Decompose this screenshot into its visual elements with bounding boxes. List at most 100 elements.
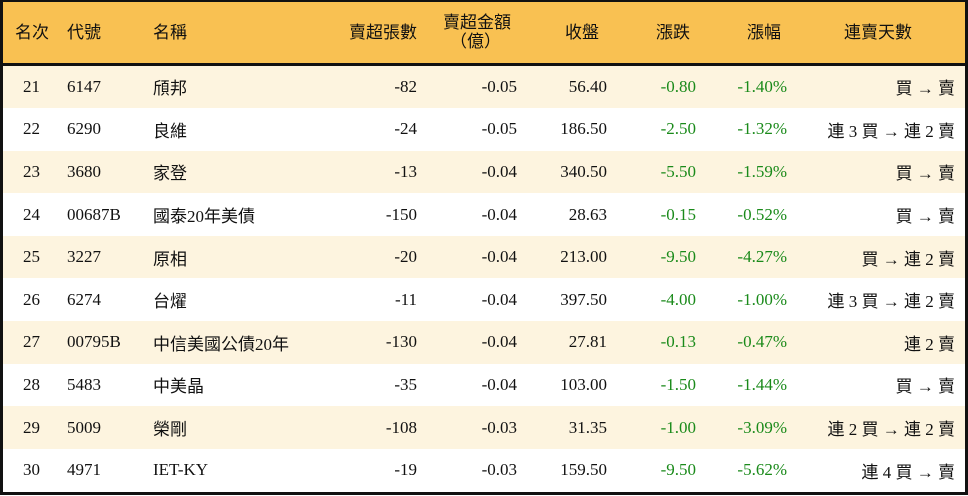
cell-name: 台燿 [153, 292, 187, 312]
cell-consecutive-days: 買 → 賣 [895, 377, 956, 397]
cell-rank: 29 [23, 417, 40, 437]
cell-rank: 26 [23, 289, 40, 309]
cell-change: -5.50 [660, 161, 696, 181]
cell-code: 5483 [67, 374, 101, 394]
cell-net-sell-lots: -150 [385, 204, 417, 224]
cell-code: 6274 [67, 289, 101, 309]
cell-rank: 21 [23, 76, 40, 96]
header-row: 名次 代號 名稱 賣超張數 賣超金額 （億） 收盤 漲跌 漲幅 連賣天數 [3, 2, 965, 64]
cell-change-pct: -3.09% [737, 417, 787, 437]
cell-change-pct: -0.47% [737, 332, 787, 352]
cell-code: 6147 [67, 76, 101, 96]
cell-rank: 25 [23, 247, 40, 267]
cell-close: 213.00 [560, 247, 607, 267]
table-row: 23 3680 家登 -13 -0.04 340.50 -5.50 -1.59% 買 → 賣 [3, 150, 965, 194]
cell-code: 3227 [67, 247, 101, 267]
cell-net-sell-amount: -0.04 [481, 161, 517, 181]
header-change-pct: 漲幅 [747, 22, 781, 42]
cell-net-sell-amount: -0.03 [481, 417, 517, 437]
cell-change: -9.50 [660, 247, 696, 267]
cell-name: 良維 [153, 121, 187, 141]
cell-name: 中信美國公債20年 [153, 334, 289, 354]
cell-change: -9.50 [660, 460, 696, 480]
cell-consecutive-days: 連 2 買 → 連 2 賣 [827, 420, 956, 440]
cell-close: 340.50 [560, 161, 607, 181]
cell-code: 6290 [67, 119, 101, 139]
cell-net-sell-amount: -0.05 [481, 119, 517, 139]
cell-change: -1.50 [660, 374, 696, 394]
cell-net-sell-lots: -130 [385, 332, 417, 352]
cell-change-pct: -5.62% [737, 460, 787, 480]
header-change: 漲跌 [656, 22, 690, 42]
cell-consecutive-days: 買 → 賣 [895, 79, 956, 99]
cell-net-sell-amount: -0.04 [481, 247, 517, 267]
cell-close: 56.40 [568, 76, 607, 96]
cell-net-sell-amount: -0.04 [481, 332, 517, 352]
cell-change-pct: -1.59% [737, 161, 787, 181]
cell-net-sell-lots: -35 [394, 374, 417, 394]
cell-net-sell-lots: -24 [394, 119, 417, 139]
cell-net-sell-amount: -0.05 [481, 76, 517, 96]
cell-change: -0.13 [660, 332, 696, 352]
table-row: 24 00687B 國泰20年美債 -150 -0.04 28.63 -0.15 -0.52%… [3, 193, 965, 236]
header-rank: 名次 [15, 22, 49, 42]
table-row: 22 6290 良維 -24 -0.05 186.50 -2.50 -1.32% 連 3 買 →… [3, 108, 965, 151]
cell-code: 00687B [67, 204, 121, 224]
header-net-sell-lots: 賣超張數 [349, 22, 417, 42]
cell-close: 397.50 [560, 289, 607, 309]
cell-net-sell-amount: -0.04 [481, 374, 517, 394]
cell-close: 186.50 [560, 119, 607, 139]
cell-change: -0.15 [660, 204, 696, 224]
cell-net-sell-amount: -0.04 [481, 204, 517, 224]
cell-net-sell-lots: -13 [394, 161, 417, 181]
table-row: 28 5483 中美晶 -35 -0.04 103.00 -1.50 -1.44% 買 → 賣 [3, 363, 965, 407]
cell-rank: 22 [23, 119, 40, 139]
header-close: 收盤 [565, 22, 599, 42]
cell-close: 159.50 [560, 460, 607, 480]
cell-rank: 23 [23, 161, 40, 181]
header-amount-label: 賣超金額 [443, 13, 511, 33]
cell-name: 國泰20年美債 [153, 207, 255, 227]
cell-net-sell-amount: -0.04 [481, 289, 517, 309]
cell-rank: 27 [23, 332, 40, 352]
table-row: 21 6147 頎邦 -82 -0.05 56.40 -0.80 -1.40% 買 → 賣 [3, 64, 965, 109]
cell-consecutive-days: 連 4 買 → 賣 [861, 462, 956, 482]
header-name: 名稱 [153, 22, 187, 42]
header-code: 代號 [67, 22, 101, 42]
table-row: 25 3227 原相 -20 -0.04 213.00 -9.50 -4.27% 買 → 連 2… [3, 235, 965, 279]
cell-change: -1.00 [660, 417, 696, 437]
cell-net-sell-lots: -19 [394, 460, 417, 480]
cell-change-pct: -1.40% [737, 76, 787, 96]
cell-change-pct: -4.27% [737, 247, 787, 267]
cell-consecutive-days: 連 3 買 → 連 2 賣 [827, 121, 956, 141]
cell-change-pct: -1.32% [737, 119, 787, 139]
table-row: 27 00795B 中信美國公債20年 -130 -0.04 27.81 -0.13 -0.4… [3, 321, 965, 364]
cell-rank: 28 [23, 374, 40, 394]
header-amount-unit: （億） [450, 32, 501, 52]
cell-close: 103.00 [560, 374, 607, 394]
cell-change: -2.50 [660, 119, 696, 139]
cell-name: 中美晶 [153, 377, 204, 397]
cell-change: -4.00 [660, 289, 696, 309]
cell-name: 榮剛 [153, 420, 187, 440]
header-consecutive-days: 連賣天數 [844, 22, 912, 42]
header-net-sell-amount: 賣超金額 （億） [421, 2, 521, 64]
cell-net-sell-amount: -0.03 [481, 460, 517, 480]
cell-name: 頎邦 [153, 79, 187, 99]
cell-code: 5009 [67, 417, 101, 437]
cell-name: 家登 [153, 164, 187, 184]
cell-close: 31.35 [568, 417, 607, 437]
table-row: 29 5009 榮剛 -108 -0.03 31.35 -1.00 -3.09% 連 2 買 →… [3, 406, 965, 449]
cell-net-sell-lots: -82 [394, 76, 417, 96]
cell-name: IET-KY [153, 460, 209, 480]
cell-change-pct: -1.00% [737, 289, 787, 309]
cell-consecutive-days: 買 → 連 2 賣 [861, 249, 956, 269]
table-row: 30 4971 IET-KY -19 -0.03 159.50 -9.50 -5.62% 連 4… [3, 448, 965, 492]
cell-code: 00795B [67, 332, 121, 352]
cell-net-sell-lots: -11 [394, 289, 417, 309]
cell-code: 3680 [67, 161, 101, 181]
cell-change-pct: -0.52% [737, 204, 787, 224]
net-sell-ranking-table: 名次 代號 名稱 賣超張數 賣超金額 （億） 收盤 漲跌 漲幅 連賣天數 21 61… [3, 2, 965, 492]
cell-rank: 30 [23, 460, 40, 480]
